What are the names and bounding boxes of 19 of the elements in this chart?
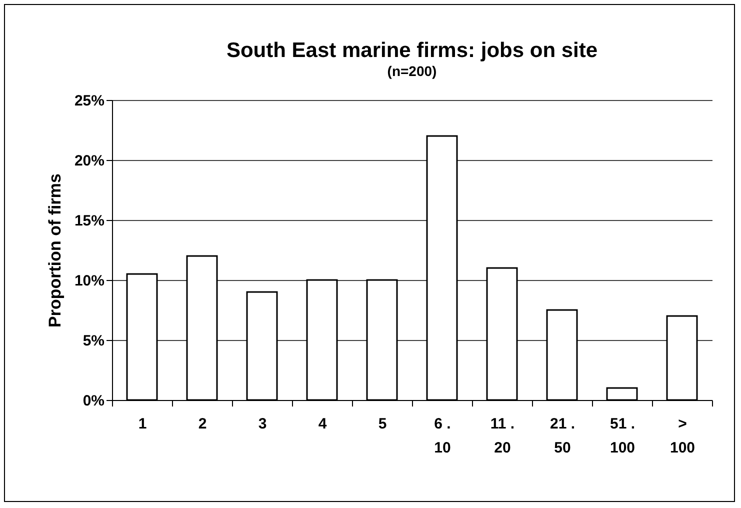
x-tick-label: 51 . 100 — [610, 416, 636, 456]
y-tick-label: 10% — [74, 272, 104, 290]
y-tick-label: 5% — [82, 332, 104, 350]
x-tick-label: 1 — [138, 416, 147, 432]
y-tick-label: 0% — [82, 392, 104, 410]
chart-subtitle: (n=200) — [387, 63, 437, 79]
y-tick-label: 20% — [74, 152, 104, 170]
y-axis-title: Proportion of firms — [45, 174, 64, 328]
y-tick-label: 15% — [74, 212, 104, 230]
x-tick-label: 2 — [198, 416, 207, 432]
x-tick-label: 6 . 10 — [434, 416, 451, 456]
x-tick-label: > 100 — [670, 416, 696, 456]
y-tick-label: 25% — [74, 92, 104, 110]
x-tick-label: 3 — [258, 416, 267, 432]
x-tick-label: 11 . 20 — [490, 416, 515, 456]
chart-title: South East marine firms: jobs on site — [226, 39, 598, 62]
x-tick-label: 21 . 50 — [550, 416, 576, 456]
x-tick-label: 5 — [378, 416, 387, 432]
x-tick-label: 4 — [318, 416, 328, 432]
